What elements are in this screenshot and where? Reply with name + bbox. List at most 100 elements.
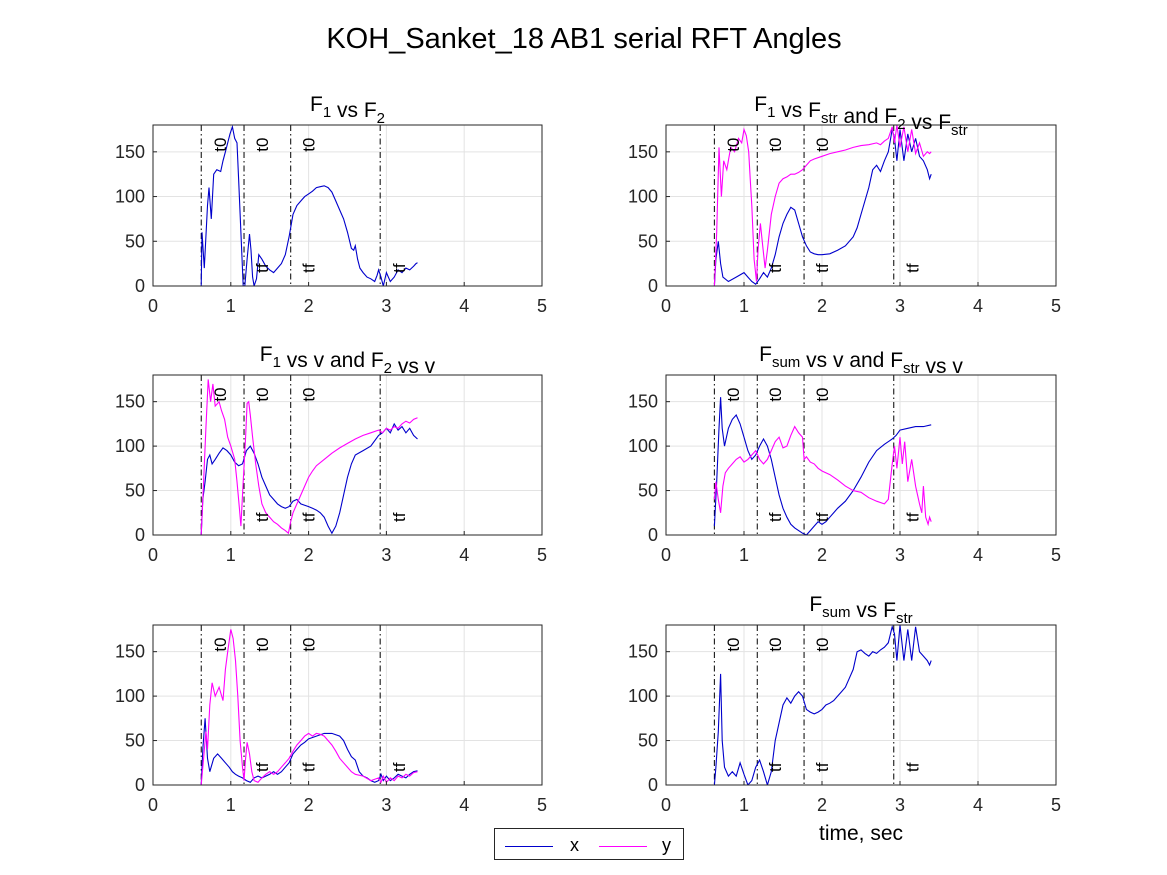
event-label-tf: tf (300, 762, 319, 772)
event-label-t0: t0 (813, 387, 832, 401)
event-label-tf: tf (813, 263, 832, 273)
y-tick-label: 0 (135, 525, 145, 545)
y-tick-label: 150 (628, 142, 658, 162)
y-tick-label: 100 (628, 686, 658, 706)
title-text: F (759, 343, 772, 366)
x-tick-label: 4 (459, 545, 469, 565)
event-label-t0: t0 (253, 387, 272, 401)
event-label-tf: tf (300, 512, 319, 522)
y-tick-label: 150 (628, 642, 658, 662)
title-subscript: sum (822, 604, 850, 621)
title-text: vs v (392, 355, 436, 378)
series-line-x (200, 718, 418, 785)
series-line-y (713, 125, 932, 286)
x-tick-label: 2 (304, 545, 314, 565)
event-label-t0: t0 (300, 637, 319, 651)
legend-swatch-y (599, 846, 647, 847)
x-tick-label: 3 (381, 296, 391, 316)
x-tick-label: 5 (537, 545, 547, 565)
title-text: F (260, 343, 273, 366)
axes-box (665, 374, 1057, 536)
title-text: F (754, 93, 767, 116)
x-tick-label: 5 (537, 296, 547, 316)
legend-label-x: x (570, 835, 579, 855)
subplot-title: F1 vs v and F2 vs v (260, 343, 436, 378)
event-label-tf: tf (766, 512, 785, 522)
event-label-t0: t0 (211, 138, 230, 152)
x-tick-label: 5 (537, 795, 547, 815)
event-label-t0: t0 (724, 387, 743, 401)
title-subscript: 2 (377, 110, 385, 127)
y-tick-label: 0 (648, 525, 658, 545)
title-text: and F (838, 105, 898, 128)
title-text: vs v and F (800, 349, 903, 372)
x-tick-label: 3 (895, 296, 905, 316)
legend-swatch-x (505, 846, 553, 847)
event-label-tf: tf (253, 762, 272, 772)
title-subscript: str (903, 360, 920, 377)
title-text: F (310, 93, 323, 116)
x-tick-label: 0 (661, 545, 671, 565)
title-subscript: sum (772, 354, 800, 371)
x-tick-label: 2 (817, 795, 827, 815)
event-label-tf: tf (253, 263, 272, 273)
event-label-tf: tf (904, 512, 923, 522)
title-subscript: 1 (323, 104, 331, 121)
x-tick-label: 3 (895, 545, 905, 565)
x-tick-label: 0 (148, 296, 158, 316)
event-label-tf: tf (904, 263, 923, 273)
event-label-t0: t0 (211, 387, 230, 401)
subplot-title: Fsum vs Fstr (809, 593, 912, 627)
x-tick-label: 3 (381, 545, 391, 565)
series-line-x (713, 129, 932, 286)
x-axis-label: time, sec (819, 822, 903, 845)
axes-box (152, 124, 543, 287)
title-subscript: 1 (767, 104, 775, 121)
y-tick-label: 50 (125, 731, 145, 751)
title-subscript: 2 (897, 116, 905, 133)
x-tick-label: 2 (304, 795, 314, 815)
title-subscript: str (951, 122, 968, 139)
x-tick-label: 0 (661, 795, 671, 815)
series-line-x (200, 125, 418, 286)
x-tick-label: 1 (226, 545, 236, 565)
series-line-y (200, 629, 418, 785)
subplot-title: Fsum vs v and Fstr vs v (759, 343, 963, 378)
y-tick-label: 50 (638, 231, 658, 251)
y-tick-label: 150 (628, 392, 658, 412)
y-tick-label: 150 (115, 642, 145, 662)
event-label-tf: tf (300, 263, 319, 273)
x-tick-label: 4 (459, 795, 469, 815)
title-text: vs F (906, 111, 952, 134)
x-tick-label: 5 (1051, 795, 1061, 815)
subplot-title: F1 vs Fstr and F2 vs Fstr (754, 93, 967, 139)
x-tick-label: 2 (817, 545, 827, 565)
y-tick-label: 0 (648, 276, 658, 296)
x-tick-label: 3 (381, 795, 391, 815)
y-tick-label: 100 (628, 436, 658, 456)
event-label-tf: tf (813, 512, 832, 522)
event-label-t0: t0 (724, 138, 743, 152)
axes-box (665, 124, 1057, 287)
event-label-t0: t0 (813, 637, 832, 651)
event-label-t0: t0 (300, 138, 319, 152)
series-line-y (200, 379, 418, 535)
x-tick-label: 0 (661, 296, 671, 316)
event-label-t0: t0 (766, 637, 785, 651)
title-subscript: 2 (384, 360, 392, 377)
y-tick-label: 50 (125, 481, 145, 501)
x-tick-label: 0 (148, 795, 158, 815)
x-tick-label: 1 (226, 296, 236, 316)
event-label-tf: tf (390, 263, 409, 273)
title-text: vs F (775, 99, 821, 122)
x-tick-label: 4 (459, 296, 469, 316)
event-label-t0: t0 (211, 637, 230, 651)
x-tick-label: 2 (304, 296, 314, 316)
series-line-y (713, 425, 932, 527)
title-text: vs F (331, 99, 377, 122)
